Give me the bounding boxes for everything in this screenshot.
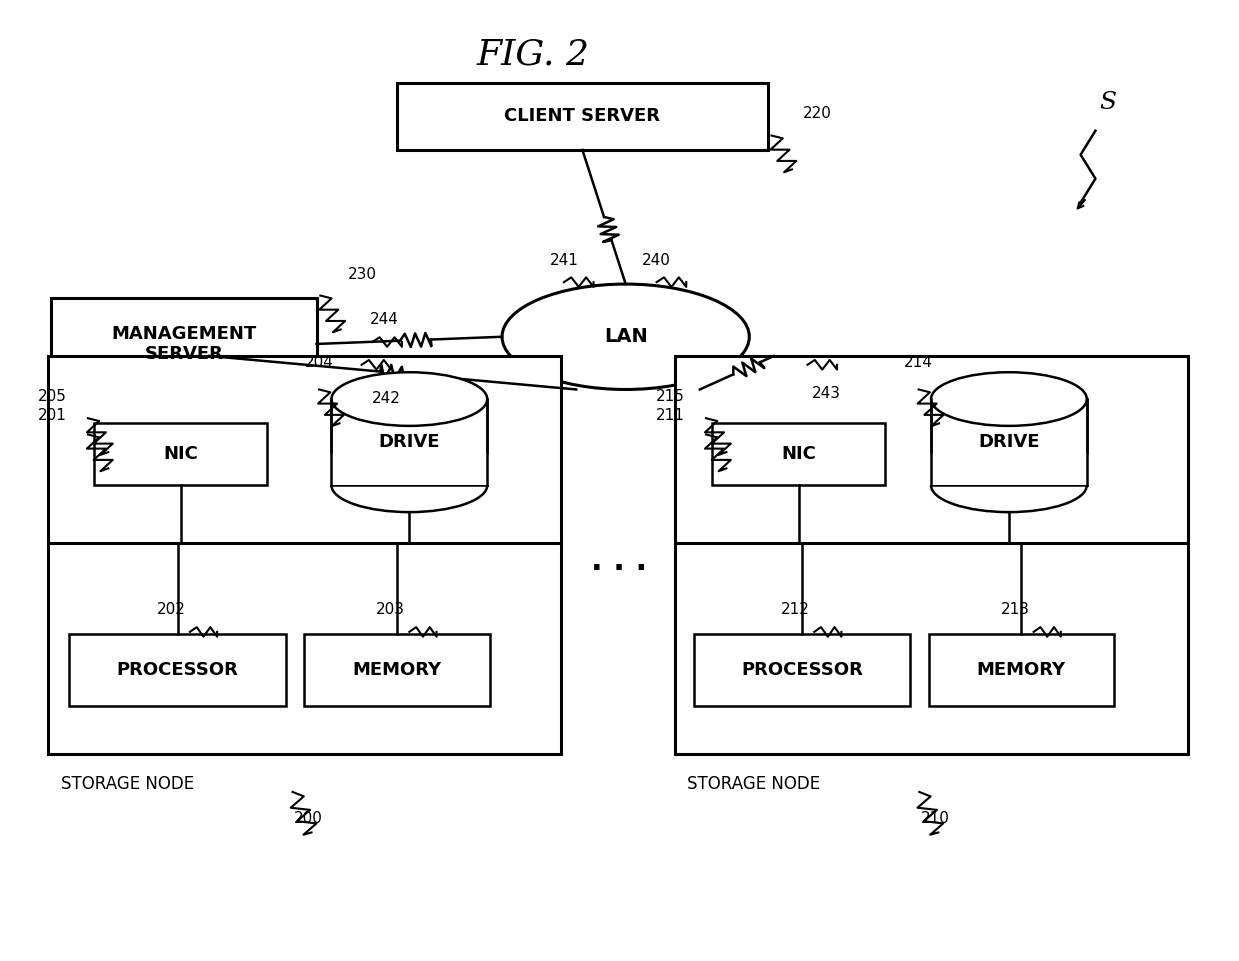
Text: DRIVE: DRIVE	[379, 433, 440, 451]
Text: 220: 220	[803, 106, 831, 121]
Text: 242: 242	[372, 391, 400, 406]
FancyBboxPatch shape	[48, 356, 561, 753]
Text: 214: 214	[904, 356, 933, 370]
Text: 210: 210	[921, 811, 950, 826]
Text: STORAGE NODE: STORAGE NODE	[688, 775, 820, 793]
FancyBboxPatch shape	[396, 83, 768, 150]
Text: PROCESSOR: PROCESSOR	[741, 661, 862, 678]
Text: 243: 243	[812, 386, 840, 401]
Text: S: S	[1099, 90, 1116, 113]
Text: CLIENT SERVER: CLIENT SERVER	[504, 108, 660, 125]
Text: 200: 200	[294, 811, 323, 826]
FancyBboxPatch shape	[94, 423, 268, 485]
Text: NIC: NIC	[782, 445, 817, 463]
FancyBboxPatch shape	[930, 399, 1087, 485]
Text: STORAGE NODE: STORAGE NODE	[61, 775, 193, 793]
Text: 240: 240	[642, 253, 672, 267]
FancyBboxPatch shape	[305, 634, 489, 705]
Ellipse shape	[332, 372, 487, 426]
FancyBboxPatch shape	[675, 356, 1188, 753]
FancyBboxPatch shape	[694, 634, 909, 705]
Text: 230: 230	[347, 267, 377, 282]
Text: 211: 211	[657, 407, 685, 423]
Text: NIC: NIC	[164, 445, 198, 463]
Ellipse shape	[930, 372, 1087, 426]
Text: MEMORY: MEMORY	[352, 661, 441, 678]
Text: 204: 204	[305, 356, 333, 370]
Text: 241: 241	[549, 253, 579, 267]
FancyBboxPatch shape	[51, 299, 317, 389]
Text: 202: 202	[157, 603, 186, 617]
FancyBboxPatch shape	[924, 454, 1093, 485]
FancyBboxPatch shape	[712, 423, 886, 485]
Text: 212: 212	[782, 603, 810, 617]
Text: FIG. 2: FIG. 2	[477, 37, 590, 71]
Text: LAN: LAN	[603, 328, 648, 346]
FancyBboxPatch shape	[326, 454, 493, 485]
Text: DRIVE: DRIVE	[978, 433, 1040, 451]
Text: PROCESSOR: PROCESSOR	[116, 661, 238, 678]
FancyBboxPatch shape	[69, 634, 286, 705]
Text: 215: 215	[657, 388, 685, 404]
Text: . . .: . . .	[591, 548, 648, 577]
Text: 205: 205	[38, 388, 67, 404]
Text: 203: 203	[377, 603, 405, 617]
Text: MANAGEMENT
SERVER: MANAGEMENT SERVER	[112, 325, 256, 363]
Text: 201: 201	[38, 407, 67, 423]
Ellipse shape	[502, 284, 750, 389]
FancyBboxPatch shape	[332, 399, 487, 485]
Text: 213: 213	[1001, 603, 1030, 617]
FancyBboxPatch shape	[928, 634, 1114, 705]
Text: MEMORY: MEMORY	[976, 661, 1066, 678]
Text: 244: 244	[370, 312, 399, 328]
